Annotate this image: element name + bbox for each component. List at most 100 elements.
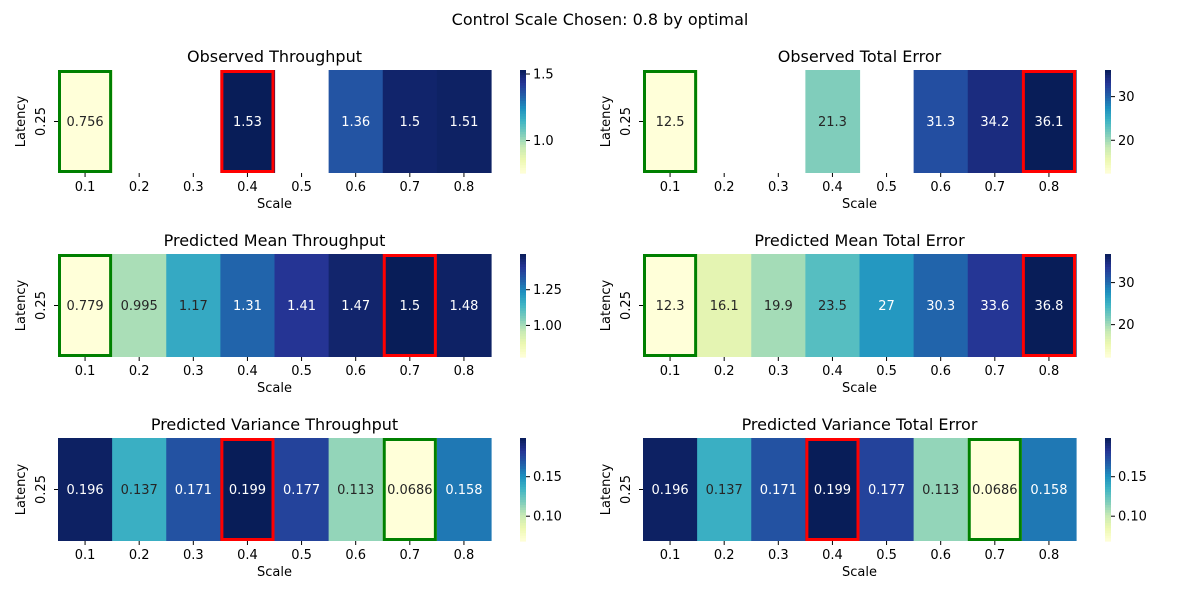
colorbar-segment bbox=[520, 525, 526, 529]
colorbar-segment bbox=[520, 328, 526, 332]
heatmap-cell bbox=[643, 254, 698, 357]
x-tick-label: 0.5 bbox=[876, 548, 897, 563]
colorbar-segment bbox=[1105, 450, 1111, 455]
x-tick-label: 0.7 bbox=[399, 548, 420, 563]
colorbar-segment bbox=[1105, 466, 1111, 470]
colorbar-segment bbox=[1105, 448, 1111, 452]
heatmap-cell bbox=[697, 438, 752, 541]
heatmap-cell bbox=[382, 438, 438, 541]
x-tick-label: 0.2 bbox=[714, 548, 735, 563]
colorbar-segment bbox=[520, 474, 526, 478]
colorbar-segment bbox=[520, 533, 526, 537]
x-tick-label: 0.3 bbox=[768, 364, 789, 379]
highlight-min-box bbox=[58, 70, 113, 173]
colorbar-tick-label: 1.25 bbox=[533, 283, 562, 298]
colorbar-segment bbox=[520, 302, 526, 307]
colorbar-segment bbox=[1105, 170, 1111, 174]
colorbar-segment bbox=[520, 538, 526, 542]
colorbar-tick-label: 1.00 bbox=[533, 319, 562, 334]
highlight-max-box bbox=[220, 70, 275, 173]
y-tick-label: 0.25 bbox=[34, 475, 49, 504]
colorbar-segment bbox=[1105, 315, 1111, 319]
colorbar-segment bbox=[520, 443, 526, 447]
cell-value-label: 0.171 bbox=[760, 483, 797, 498]
colorbar-segment bbox=[520, 254, 526, 258]
colorbar-segment bbox=[1105, 497, 1111, 501]
highlight-min-box bbox=[643, 70, 698, 173]
colorbar-segment bbox=[1105, 129, 1111, 133]
x-tick-label: 0.8 bbox=[454, 364, 475, 379]
colorbar-segment bbox=[1105, 142, 1111, 146]
colorbar-segment bbox=[520, 458, 526, 462]
heatmap-cell bbox=[697, 254, 752, 357]
colorbar-segment bbox=[520, 453, 526, 457]
colorbar-segment bbox=[1105, 269, 1111, 273]
x-tick-label: 0.4 bbox=[822, 548, 843, 563]
y-axis-label: Latency bbox=[14, 280, 29, 332]
highlight-max-box bbox=[220, 438, 275, 541]
heatmap-cell bbox=[220, 254, 276, 357]
colorbar-segment bbox=[1105, 502, 1111, 506]
colorbar-segment bbox=[1105, 305, 1111, 309]
colorbar-segment bbox=[520, 136, 526, 141]
colorbar-segment bbox=[1105, 297, 1111, 301]
colorbar-segment bbox=[1105, 438, 1111, 442]
heatmap-cell bbox=[112, 254, 167, 357]
colorbar-segment bbox=[1105, 445, 1111, 449]
colorbar-segment bbox=[1105, 277, 1111, 281]
colorbar-segment bbox=[1105, 254, 1111, 258]
x-tick-label: 0.6 bbox=[345, 364, 366, 379]
colorbar-segment bbox=[520, 461, 526, 465]
colorbar-tick-label: 1.0 bbox=[533, 134, 554, 149]
highlight-min-box bbox=[967, 438, 1022, 541]
colorbar-segment bbox=[520, 75, 526, 79]
x-tick-label: 0.2 bbox=[129, 548, 150, 563]
colorbar-segment bbox=[1105, 154, 1111, 159]
x-tick-label: 0.5 bbox=[291, 180, 312, 195]
colorbar-segment bbox=[1105, 326, 1111, 330]
colorbar-segment bbox=[520, 326, 526, 330]
colorbar-segment bbox=[1105, 354, 1111, 358]
colorbar-segment bbox=[520, 463, 526, 467]
colorbar-segment bbox=[520, 287, 526, 291]
colorbar-segment bbox=[1105, 484, 1111, 488]
colorbar-segment bbox=[520, 484, 526, 488]
colorbar-segment bbox=[520, 72, 526, 76]
colorbar-segment bbox=[1105, 134, 1111, 138]
colorbar-segment bbox=[520, 450, 526, 455]
x-tick-label: 0.8 bbox=[454, 548, 475, 563]
colorbar-segment bbox=[520, 331, 526, 335]
colorbar-segment bbox=[1105, 479, 1111, 483]
colorbar-segment bbox=[1105, 504, 1111, 509]
x-tick-label: 0.7 bbox=[984, 548, 1005, 563]
colorbar-segment bbox=[1105, 162, 1111, 166]
x-tick-label: 0.1 bbox=[75, 364, 96, 379]
colorbar-segment bbox=[1105, 349, 1111, 353]
colorbar-segment bbox=[1105, 82, 1111, 87]
cell-value-label: 1.17 bbox=[179, 299, 208, 314]
cell-value-label: 0.158 bbox=[1030, 483, 1067, 498]
colorbar-segment bbox=[520, 113, 526, 117]
panel-title: Observed Throughput bbox=[187, 47, 362, 66]
colorbar-segment bbox=[520, 272, 526, 276]
cell-value-label: 27 bbox=[878, 299, 895, 314]
colorbar-segment bbox=[1105, 300, 1111, 304]
colorbar-segment bbox=[1105, 533, 1111, 537]
heatmap-panel: Predicted Mean Total Error 12.3 16.1 19.9 23… bbox=[599, 231, 1135, 396]
x-tick-label: 0.8 bbox=[1039, 364, 1060, 379]
colorbar-segment bbox=[1105, 302, 1111, 307]
colorbar-segment bbox=[1105, 93, 1111, 97]
colorbar-segment bbox=[520, 313, 526, 317]
colorbar-segment bbox=[520, 336, 526, 340]
heatmap-cell bbox=[58, 70, 113, 173]
heatmap-cell bbox=[328, 70, 384, 173]
colorbar-segment bbox=[520, 440, 526, 444]
x-tick-label: 0.1 bbox=[75, 180, 96, 195]
colorbar-segment bbox=[520, 497, 526, 501]
colorbar-segment bbox=[1105, 124, 1111, 128]
y-axis-label: Latency bbox=[14, 464, 29, 516]
colorbar-segment bbox=[520, 269, 526, 273]
colorbar-segment bbox=[520, 489, 526, 493]
colorbar-segment bbox=[1105, 292, 1111, 296]
x-axis-label: Scale bbox=[842, 565, 877, 580]
